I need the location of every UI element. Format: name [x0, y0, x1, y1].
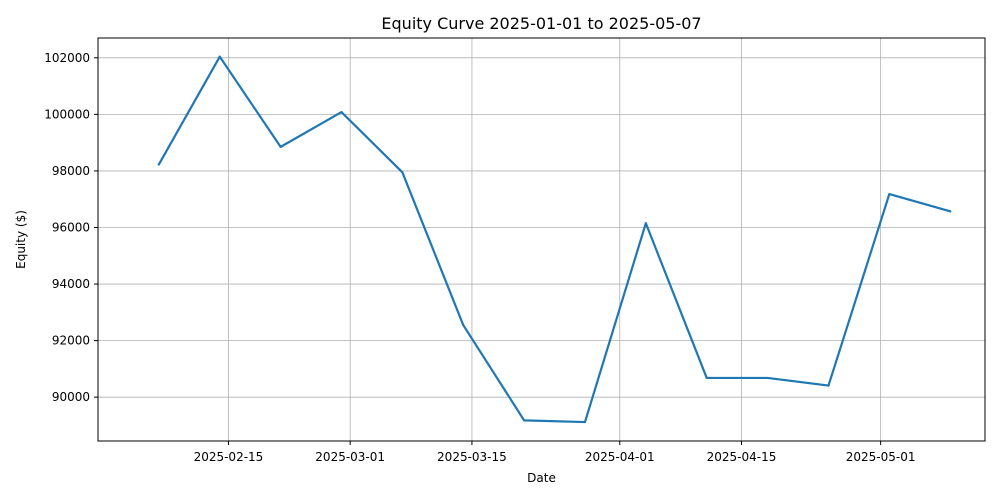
grid [98, 38, 985, 441]
y-axis-label: Equity ($) [14, 210, 28, 269]
y-tick-label: 90000 [52, 390, 90, 404]
y-tick-label: 100000 [44, 107, 90, 121]
x-tick-label: 2025-03-15 [437, 450, 507, 464]
data-point [766, 376, 769, 380]
data-point [340, 111, 343, 114]
series-layer [157, 55, 952, 424]
plot-frame [97, 37, 986, 442]
x-tick-label: 2025-04-01 [585, 450, 655, 464]
y-tick-label: 92000 [52, 334, 90, 348]
data-point [401, 171, 404, 174]
ticks: 2025-02-15 2025-03-01 2025-03-15 2025-04-01… [44, 51, 915, 464]
y-tick-label: 94000 [52, 277, 90, 291]
data-point [462, 323, 465, 327]
series-line [157, 55, 952, 424]
chart-title: Equity Curve 2025-01-01 to 2025-05-07 [381, 14, 701, 33]
x-axis-label: Date [527, 471, 556, 485]
data-point [644, 222, 647, 225]
data-point [157, 163, 160, 166]
x-tick-label: 2025-04-15 [707, 450, 777, 464]
data-point [523, 419, 526, 422]
x-tick-label: 2025-05-01 [846, 450, 916, 464]
data-point [218, 55, 221, 58]
x-tick-label: 2025-03-01 [315, 450, 385, 464]
data-point [827, 384, 830, 387]
y-tick-label: 96000 [52, 220, 90, 234]
x-tick-label: 2025-02-15 [194, 450, 264, 464]
y-tick-label: 102000 [44, 51, 90, 65]
data-point [279, 145, 282, 148]
data-point [949, 210, 952, 213]
y-tick-label: 98000 [52, 164, 90, 178]
data-point [705, 376, 708, 380]
data-point [583, 420, 587, 424]
data-point [888, 193, 891, 196]
